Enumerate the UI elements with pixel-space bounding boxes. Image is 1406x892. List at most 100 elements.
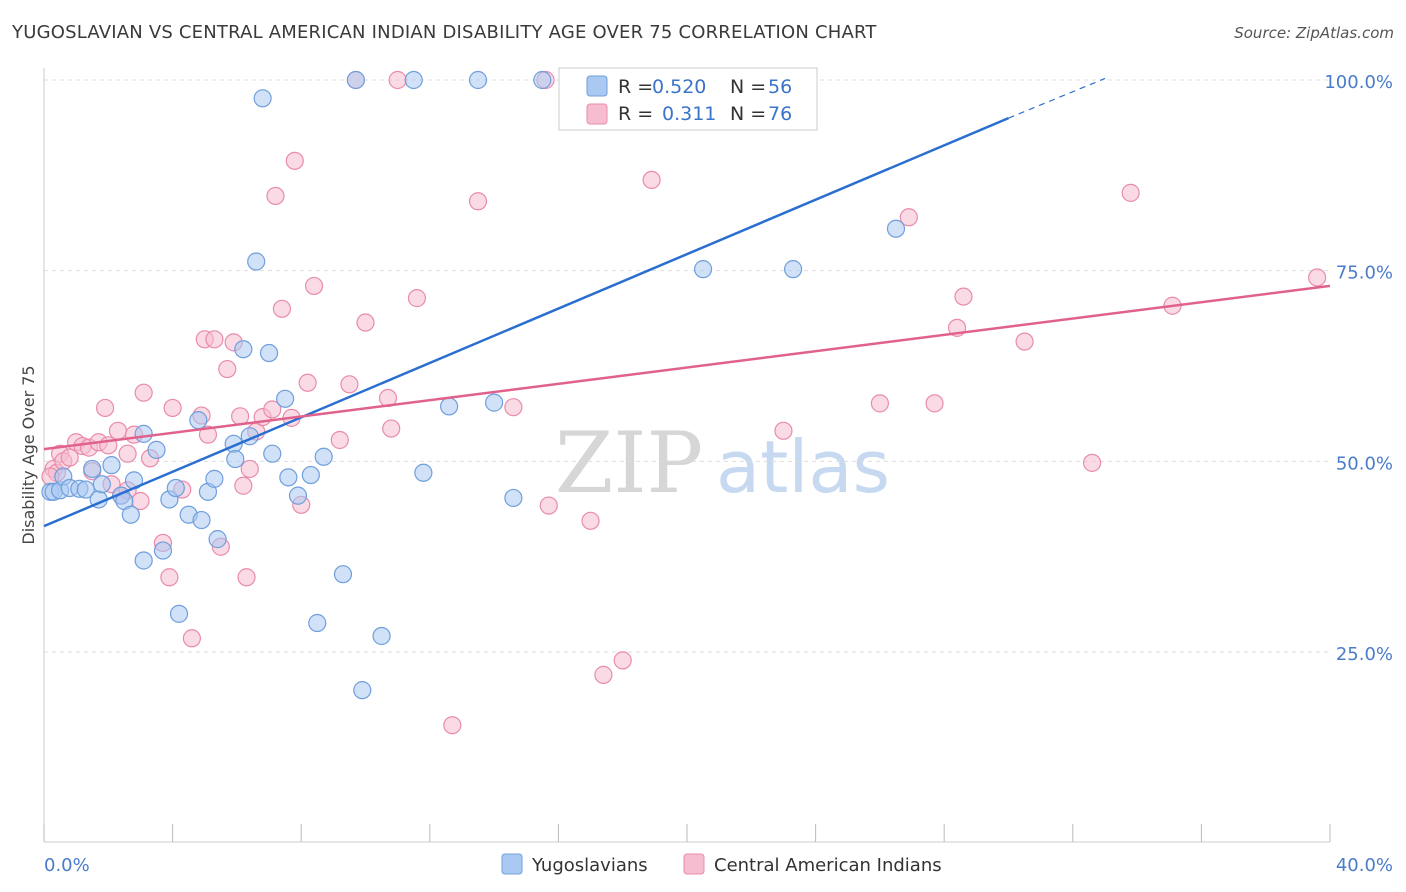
central-american-indian-point bbox=[234, 476, 253, 495]
yugoslavian-point bbox=[783, 260, 803, 279]
central-american-indian-point bbox=[774, 421, 793, 440]
central-american-indian-point bbox=[1308, 268, 1327, 287]
y-tick-label: 100.0% bbox=[1324, 72, 1393, 93]
central-american-indian-point bbox=[954, 287, 973, 306]
central-american-indian-point bbox=[899, 208, 918, 227]
yugoslavian-point bbox=[439, 397, 459, 416]
yugoslavian-point bbox=[205, 469, 224, 488]
yugoslavian-point bbox=[92, 475, 111, 494]
central-american-indian-point bbox=[134, 383, 153, 402]
central-american-indian-point bbox=[163, 398, 182, 418]
legend-n-label: N = bbox=[730, 103, 766, 125]
central-american-indian-point bbox=[60, 448, 79, 467]
yugoslavians-trend-extension bbox=[1008, 77, 1106, 119]
yugoslavian-point bbox=[414, 463, 433, 482]
yugoslavian-point bbox=[192, 510, 211, 530]
central-american-indian-point bbox=[95, 398, 115, 418]
yugoslavian-point bbox=[346, 70, 365, 90]
yugoslavian-point bbox=[485, 393, 504, 412]
central-american-indian-point bbox=[340, 375, 359, 394]
central-american-indian-point bbox=[1121, 183, 1140, 202]
gridlines bbox=[44, 79, 1330, 653]
central-american-indian-point bbox=[266, 186, 285, 206]
legend-r-label: R = bbox=[618, 103, 653, 125]
central-american-indian-point bbox=[504, 398, 523, 417]
yugoslavian-point bbox=[276, 389, 295, 408]
central-american-indian-point bbox=[870, 394, 890, 413]
central-american-indian-point bbox=[263, 400, 282, 419]
y-axis-label: Disability Age Over 75 bbox=[19, 365, 38, 544]
x-tick-label: 40.0% bbox=[1336, 855, 1393, 876]
central-american-indian-point bbox=[298, 373, 317, 392]
yugoslavian-point bbox=[147, 440, 166, 459]
central-american-indian-point bbox=[382, 419, 401, 438]
yugoslavian-point bbox=[314, 447, 333, 466]
central-american-indian-point bbox=[388, 70, 407, 90]
yugoslavian-point bbox=[83, 459, 102, 479]
central-american-indian-point bbox=[272, 299, 292, 318]
yugoslavian-point bbox=[279, 468, 298, 487]
yugoslavian-point bbox=[308, 613, 327, 633]
central-american-indian-point bbox=[108, 421, 128, 440]
bottom-legend-label-central-american-indians: Central American Indians bbox=[714, 855, 942, 876]
yugoslavian-point bbox=[263, 444, 282, 463]
central-american-indians-trend-line bbox=[43, 284, 1331, 451]
yugoslavian-point bbox=[468, 70, 488, 90]
yugoslavian-point bbox=[208, 530, 227, 549]
central-american-indian-point bbox=[285, 151, 304, 170]
central-american-indian-point bbox=[198, 425, 218, 444]
yugoslavian-point bbox=[353, 681, 372, 700]
bottom-legend-swatch-blue bbox=[501, 853, 523, 875]
x-tick-label: 0.0% bbox=[44, 855, 90, 876]
yugoslavian-point bbox=[153, 541, 173, 560]
yugoslavians-trend-line bbox=[43, 116, 1009, 528]
yugoslavian-point bbox=[404, 70, 423, 90]
bottom-legend-label-yugoslavians: Yugoslavians bbox=[531, 855, 648, 876]
yugoslavian-point bbox=[134, 424, 153, 443]
tick-labels: 25.0% 50.0% 75.0% 100.0% 0.0% 40.0% bbox=[44, 72, 1393, 876]
yugoslavian-point bbox=[533, 70, 552, 90]
central-american-indian-point bbox=[218, 359, 237, 379]
central-american-indian-point bbox=[581, 511, 600, 530]
bottom-legend: Yugoslavians Central American Indians bbox=[501, 853, 942, 876]
central-american-indian-point bbox=[356, 313, 375, 332]
series-central-american-indians-points bbox=[41, 70, 1327, 735]
central-american-indian-point bbox=[443, 716, 462, 735]
yugoslavian-point bbox=[333, 565, 353, 584]
yugoslavian-point bbox=[504, 488, 523, 508]
bottom-legend-swatch-pink bbox=[683, 853, 705, 875]
central-american-indian-point bbox=[1015, 332, 1034, 351]
legend-swatch-pink bbox=[586, 103, 608, 125]
central-american-indian-point bbox=[160, 568, 179, 587]
yugoslavian-point bbox=[372, 626, 391, 646]
legend-n-value: 76 bbox=[768, 103, 792, 125]
y-tick-label: 50.0% bbox=[1336, 453, 1393, 474]
yugoslavian-point bbox=[259, 343, 279, 363]
central-american-indian-point bbox=[118, 444, 137, 463]
legend-n-label: N = bbox=[730, 76, 766, 98]
series-yugoslavians-points bbox=[41, 70, 906, 700]
axes bbox=[43, 68, 1331, 843]
yugoslavian-point bbox=[693, 260, 713, 279]
central-american-indian-point bbox=[468, 192, 488, 211]
y-tick-label: 25.0% bbox=[1336, 644, 1393, 665]
legend-box: R = 0.520 N = 56 R = 0.311 N = 76 bbox=[558, 67, 818, 131]
yugoslavian-point bbox=[121, 505, 140, 524]
central-american-indian-point bbox=[539, 496, 558, 515]
chart-source: Source: ZipAtlas.com bbox=[1234, 24, 1394, 42]
yugoslavian-point bbox=[288, 486, 308, 505]
yugoslavian-point bbox=[189, 411, 208, 430]
yugoslavian-point bbox=[253, 89, 272, 108]
legend-r-value: 0.520 bbox=[652, 76, 706, 98]
central-american-indian-point bbox=[407, 289, 427, 308]
watermark-atlas: atlas bbox=[716, 425, 890, 509]
legend-n-value: 56 bbox=[768, 76, 792, 98]
yugoslavian-point bbox=[247, 252, 266, 271]
legend-r-value: 0.311 bbox=[662, 103, 716, 125]
central-american-indian-point bbox=[304, 276, 324, 296]
central-american-indian-point bbox=[182, 629, 201, 648]
yugoslavian-point bbox=[886, 219, 906, 238]
central-american-indian-point bbox=[240, 459, 259, 479]
yugoslavian-point bbox=[234, 340, 253, 359]
